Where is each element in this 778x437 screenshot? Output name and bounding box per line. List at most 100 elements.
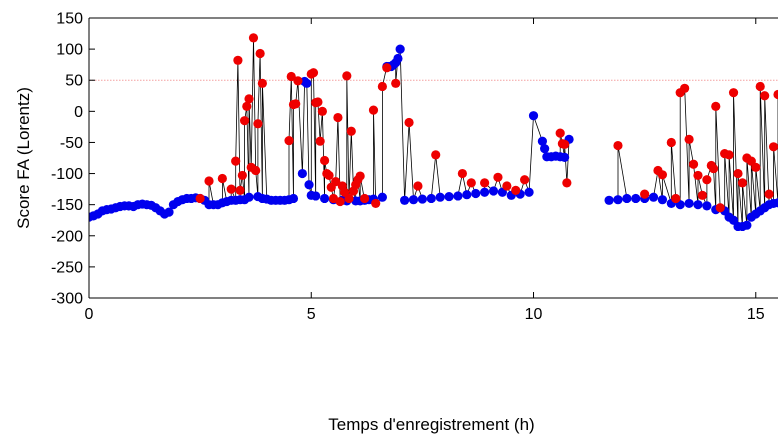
data-point — [688, 159, 699, 169]
data-point — [244, 94, 254, 104]
data-point — [540, 144, 550, 154]
plot-inner — [89, 33, 778, 232]
data-point — [622, 193, 632, 204]
data-point — [235, 185, 245, 195]
y-tick-label: 100 — [56, 42, 83, 59]
y-tick-label: -200 — [51, 228, 83, 245]
data-point — [255, 48, 265, 59]
data-point — [480, 178, 490, 188]
data-point — [684, 198, 694, 209]
data-point — [462, 190, 472, 200]
data-point — [408, 195, 419, 205]
data-point — [233, 55, 243, 65]
data-point — [413, 181, 423, 191]
x-tick-label: 5 — [307, 306, 316, 323]
y-tick-label: -150 — [51, 197, 83, 214]
data-point — [768, 142, 778, 152]
data-point — [393, 53, 403, 64]
data-point — [693, 200, 703, 210]
data-point — [360, 193, 370, 204]
y-tick-label: 0 — [74, 104, 83, 121]
data-point — [431, 150, 441, 160]
data-point — [244, 192, 254, 202]
data-point — [324, 170, 334, 181]
data-point — [760, 91, 770, 101]
data-point — [311, 191, 321, 201]
data-point — [671, 193, 681, 204]
data-point — [368, 105, 379, 115]
data-point — [344, 193, 354, 204]
data-point — [493, 172, 503, 182]
axes: -300 -250 -200 -150 -100 -50 0 50 100 150 0 5 10 15 — [51, 11, 778, 323]
data-point — [286, 71, 296, 82]
data-point — [288, 193, 299, 204]
data-point — [333, 112, 343, 123]
series-0-points — [89, 44, 778, 232]
data-point — [502, 181, 512, 191]
plot-area — [89, 33, 778, 232]
data-point — [604, 195, 614, 205]
data-point — [304, 180, 314, 190]
data-point — [666, 137, 676, 148]
data-point — [231, 156, 241, 166]
data-point — [313, 97, 323, 107]
y-tick-label: -300 — [51, 291, 83, 308]
data-point — [395, 44, 405, 54]
data-point — [560, 152, 570, 162]
y-tick-label: 50 — [65, 73, 83, 90]
data-point — [404, 117, 414, 128]
data-point — [648, 192, 659, 202]
x-tick-label: 10 — [525, 306, 543, 323]
data-point — [680, 83, 690, 93]
y-tick-label: -50 — [60, 135, 83, 152]
data-point — [164, 207, 174, 217]
data-point — [466, 178, 476, 188]
data-point — [560, 139, 570, 149]
data-point — [242, 101, 252, 111]
data-point — [248, 33, 259, 43]
data-point — [195, 193, 205, 204]
data-point — [239, 116, 250, 126]
data-point — [346, 126, 356, 136]
data-point — [555, 128, 565, 138]
data-point — [733, 168, 743, 179]
data-point — [702, 175, 712, 185]
data-point — [684, 134, 694, 144]
data-point — [657, 170, 668, 180]
data-point — [308, 68, 319, 78]
data-point — [773, 198, 778, 208]
data-point — [537, 136, 548, 146]
x-tick-label: 0 — [85, 306, 94, 323]
data-point — [297, 168, 307, 179]
data-point — [319, 193, 330, 204]
data-point — [471, 188, 481, 199]
data-point — [257, 78, 267, 88]
data-point — [291, 99, 301, 109]
data-point — [319, 155, 330, 166]
data-point — [293, 76, 303, 86]
data-point — [331, 177, 341, 187]
data-point — [524, 187, 534, 197]
data-point — [711, 101, 721, 111]
data-point — [335, 196, 345, 207]
y-axis-label: Score FA (Lorentz) — [14, 87, 33, 229]
data-point — [773, 89, 778, 100]
data-point — [253, 119, 263, 129]
data-point — [715, 203, 725, 213]
data-point — [488, 186, 499, 196]
data-point — [613, 140, 623, 151]
data-point — [708, 163, 719, 174]
data-point — [751, 162, 761, 172]
data-point — [444, 191, 454, 202]
data-point — [377, 81, 387, 92]
data-point — [480, 187, 490, 197]
data-point — [284, 135, 294, 146]
data-point — [640, 189, 650, 199]
data-point — [742, 220, 752, 230]
data-point — [702, 201, 712, 211]
data-point — [520, 175, 530, 185]
data-point — [457, 168, 467, 179]
data-point — [317, 106, 327, 116]
y-tick-label: -250 — [51, 259, 83, 276]
data-point — [528, 111, 539, 121]
